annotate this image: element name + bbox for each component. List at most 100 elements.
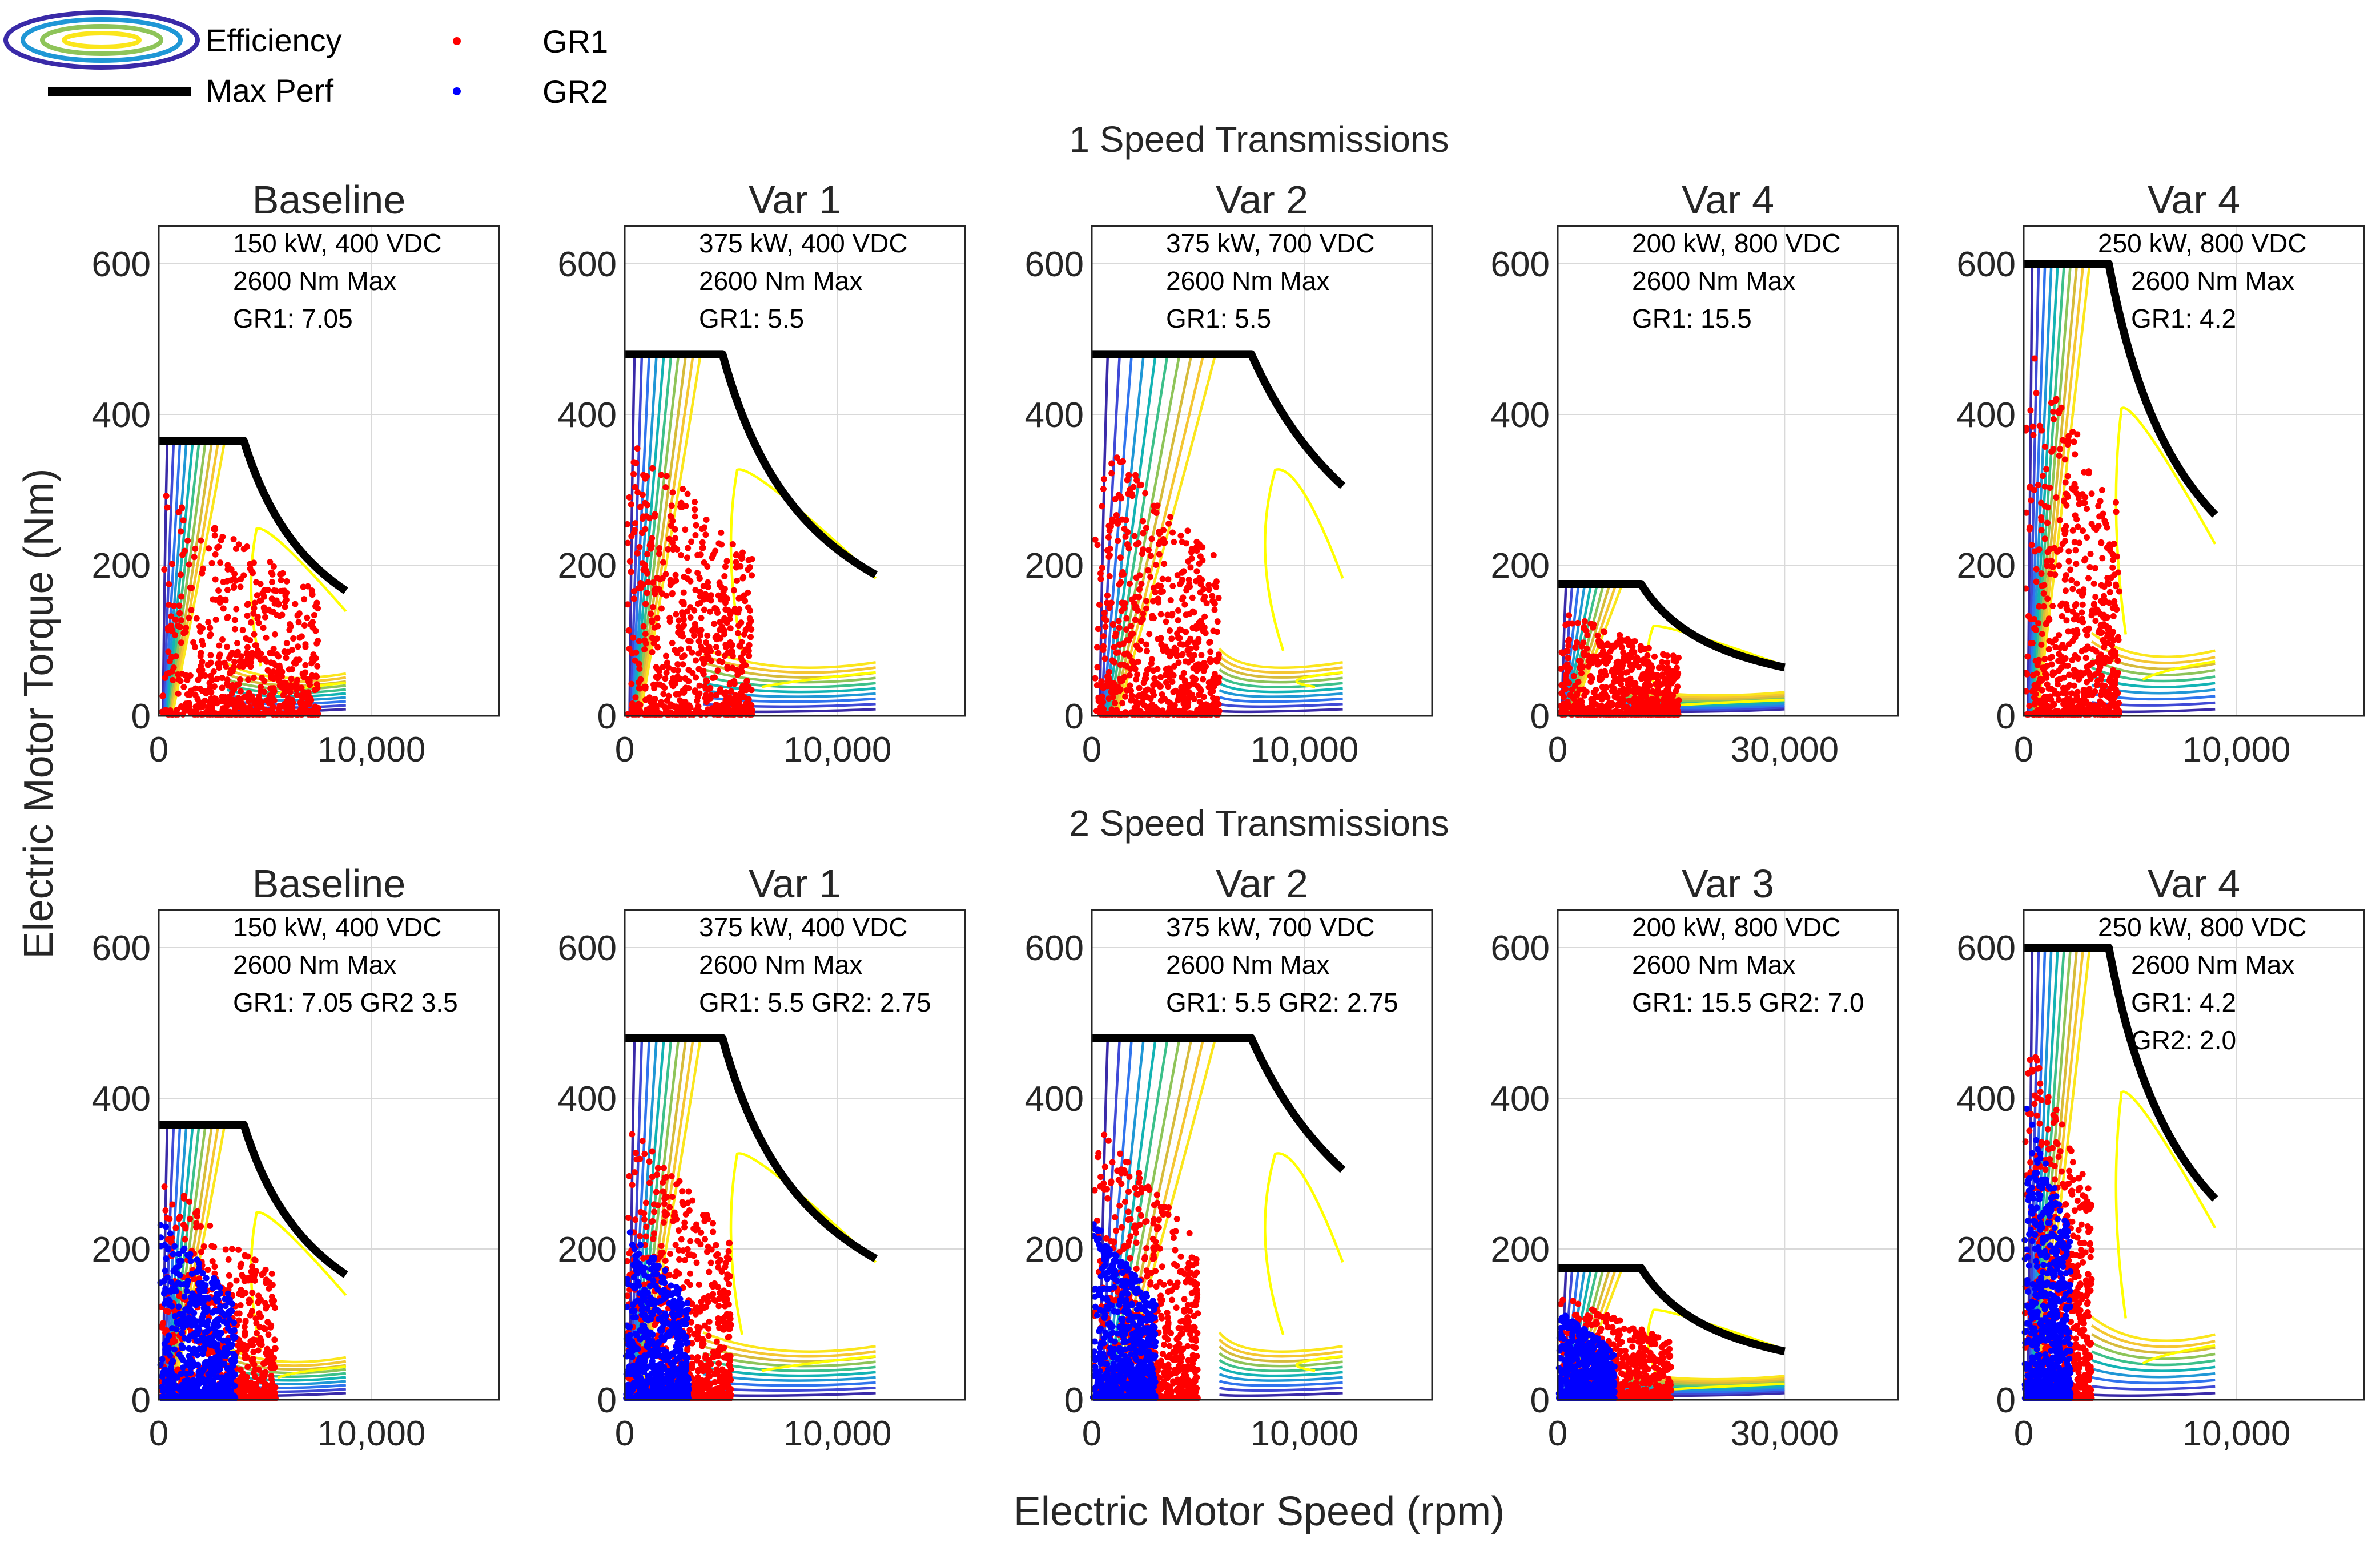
gr1-point (1117, 686, 1124, 693)
gr1-point (1157, 589, 1164, 595)
gr1-point (2054, 548, 2061, 555)
gr1-point (1579, 663, 1586, 670)
gr1-point (172, 1224, 179, 1231)
gr1-point (1565, 667, 1571, 674)
gr1-point (1145, 547, 1152, 554)
gr1-point (244, 543, 251, 550)
panel-annotation: 2600 Nm Max (1166, 266, 1329, 296)
gr1-point (674, 661, 681, 668)
gr1-point (240, 694, 247, 701)
panel-annotation: GR1: 5.5 (1166, 304, 1271, 333)
gr1-point (206, 680, 213, 687)
gr1-point (252, 1257, 259, 1264)
gr1-point (2080, 499, 2086, 506)
gr1-point (666, 614, 673, 621)
gr1-point (214, 660, 221, 667)
gr1-point (1564, 661, 1571, 668)
gr1-point (634, 550, 641, 557)
gr1-point (2069, 527, 2076, 534)
gr1-point (1590, 624, 1597, 631)
gr1-point (252, 642, 259, 649)
gr1-point (1119, 700, 1126, 707)
gr1-point (224, 586, 231, 593)
gr1-point (275, 601, 282, 607)
gr1-point (1589, 675, 1595, 682)
gr1-point (1148, 535, 1155, 542)
gr1-point (654, 635, 661, 642)
gr1-point (2043, 671, 2049, 678)
gr1-point (689, 670, 696, 676)
gr1-point (2049, 671, 2056, 678)
y-tick-label: 600 (558, 245, 617, 284)
gr1-point (260, 604, 267, 611)
gr1-point (717, 688, 723, 695)
gr1-point (738, 668, 745, 675)
gr2-point (163, 1223, 170, 1230)
gr1-point (2062, 527, 2069, 534)
gr1-point (730, 587, 737, 594)
gr1-point (721, 573, 728, 579)
gr1-point (2098, 582, 2105, 589)
gr1-point (161, 1183, 168, 1190)
gr1-point (2061, 674, 2068, 681)
gr1-point (1147, 574, 1154, 581)
gr1-point (2084, 708, 2091, 715)
gr1-point (312, 686, 319, 693)
gr1-point (2096, 702, 2102, 709)
gr1-point (231, 575, 238, 582)
gr1-point (2046, 616, 2053, 623)
gr1-point (1095, 626, 1101, 633)
gr1-point (1111, 644, 1117, 651)
gr1-point (1193, 547, 1200, 554)
gr1-point (2111, 571, 2118, 578)
gr1-point (207, 1222, 214, 1229)
gr1-point (2087, 550, 2094, 557)
gr1-point (294, 691, 300, 698)
gr1-point (649, 649, 656, 656)
gr1-point (1140, 530, 1147, 537)
gr1-point (1157, 674, 1164, 680)
gr1-point (1136, 586, 1143, 593)
gr1-point (1126, 652, 1133, 659)
gr1-point (669, 518, 676, 525)
gr1-point (640, 581, 646, 588)
gr1-point (169, 1201, 176, 1208)
gr1-point (276, 703, 283, 710)
gr1-point (1169, 529, 1176, 536)
x-tick-label: 0 (615, 730, 634, 770)
gr1-point (251, 631, 258, 638)
gr1-point (176, 623, 183, 630)
gr1-point (242, 1319, 249, 1326)
gr1-point (2108, 634, 2114, 640)
gr1-point (692, 513, 698, 520)
gr1-point (244, 1354, 251, 1361)
gr1-point (632, 694, 639, 701)
gr2-point (172, 1373, 179, 1380)
gr1-point (1658, 659, 1665, 666)
gr1-point (1169, 582, 1176, 589)
gr1-point (2073, 694, 2080, 700)
panel-annotation: GR1: 7.05 (233, 304, 353, 333)
gr1-point (2101, 688, 2108, 695)
gr1-point (736, 643, 743, 650)
gr1-point (315, 638, 321, 644)
gr1-point (264, 667, 271, 674)
gr1-point (646, 694, 653, 701)
gr1-point (1132, 617, 1139, 623)
gr1-point (225, 682, 232, 689)
gr1-point (1133, 642, 1140, 649)
gr1-point (1116, 641, 1123, 648)
gr1-point (625, 627, 632, 634)
gr1-point (1660, 664, 1667, 671)
gr1-point (1634, 703, 1641, 710)
gr1-point (2044, 504, 2051, 511)
legend-gr1-marker (453, 37, 461, 45)
gr1-point (180, 1222, 187, 1228)
gr1-point (2073, 580, 2080, 587)
gr1-point (672, 526, 678, 533)
gr1-point (2049, 602, 2056, 609)
gr1-point (642, 562, 649, 569)
gr1-point (629, 650, 636, 657)
gr1-point (1180, 594, 1187, 601)
y-tick-label: 200 (92, 546, 151, 586)
